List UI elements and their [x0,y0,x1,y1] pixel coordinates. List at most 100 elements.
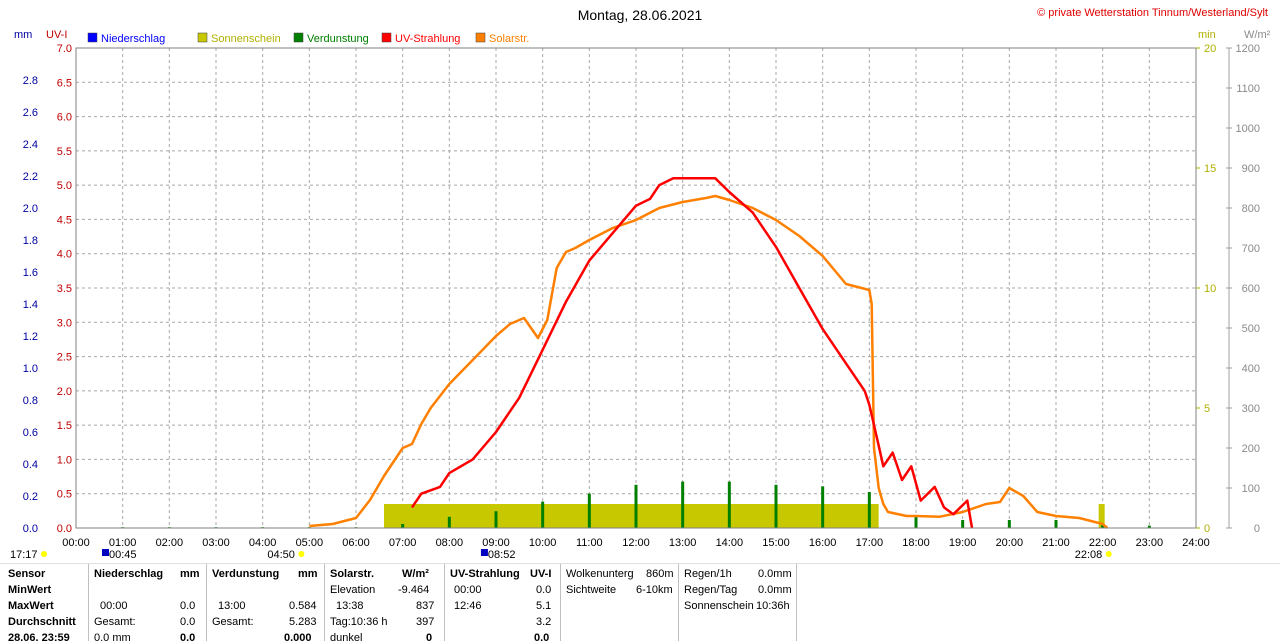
last-value: 0.0 [534,632,550,644]
evaporation-bar [961,520,965,528]
uvi-tick-label: 0.5 [57,489,72,501]
x-tick-label: 13:00 [669,537,697,549]
last-total: 0.000 [284,632,312,644]
x-tick-label: 22:00 [1089,537,1117,549]
evaporation-bar [1007,520,1011,528]
sun-marker-time: 00:45 [109,549,137,560]
sun-marker-icon [41,551,47,557]
min-tick-label: 10 [1204,283,1216,295]
uvi-tick-label: 3.5 [57,283,72,295]
x-tick-label: 05:00 [296,537,324,549]
table-divider [206,564,207,641]
min-tick-label: 15 [1204,163,1216,175]
visibility-label: Sichtweite [566,584,617,596]
moon-marker-icon [102,549,109,556]
wm2-tick-label: 400 [1242,363,1260,375]
wm2-tick-label: 800 [1242,203,1260,215]
sunshine-bar [1098,504,1105,528]
rain-hour-value: 0.0mm [758,568,792,580]
legend-swatch [293,32,304,43]
wm2-tick-label: 100 [1242,483,1260,495]
x-tick-label: 17:00 [856,537,884,549]
uvi-tick-label: 3.0 [57,317,72,329]
legend-label: Sonnenschein [211,33,281,45]
legend-swatch [87,32,98,43]
mm-unit-label: mm [14,29,32,41]
uvi-unit-label: UV-I [46,29,67,41]
x-tick-label: 03:00 [202,537,230,549]
wm2-tick-label: 200 [1242,443,1260,455]
day-value: 397 [416,616,435,628]
legend-label: UV-Strahlung [395,33,460,45]
x-tick-label: 02:00 [156,537,184,549]
row-labels: Sensor MinWert MaxWert Durchschnitt 28.0… [8,564,88,644]
uvi-tick-label: 7.0 [57,43,72,55]
last-value: 0.0 mm [94,632,131,644]
evaporation-bar [541,501,545,528]
sun-markers: 17:17 00:45 04:50 08:52 22:08 [10,549,1112,560]
credit-text: © private Wetterstation Tinnum/Westerlan… [1037,7,1268,19]
mm-tick-label: 1.2 [23,331,38,343]
col-unit: UV-I [530,568,552,580]
footer-time: 28.06. 23:59 [8,632,70,644]
x-tick-label: 08:00 [436,537,464,549]
mm-tick-label: 0.2 [23,491,38,503]
x-tick-label: 14:00 [716,537,744,549]
table-divider [678,564,679,641]
weather-chart: 0.0 0.2 0.4 0.6 0.8 1.0 1.2 1.4 1.6 1.8 2.0 2.2 2.4 2… [10,7,1271,560]
visibility-value: 6-10km [636,584,673,596]
wm2-axis: 0 100 200 300 400 500 600 700 800 900 1000 1100 1200 [1226,43,1260,535]
wm2-tick-label: 500 [1242,323,1260,335]
niederschlag-column: Niederschlag mm 00:00 0.0 Gesamt: 0.0 0.… [94,564,202,644]
time-axis: 00:00 01:00 02:00 03:00 04:00 05:00 06:00 07:00… [62,537,1210,549]
evaporation-bars [121,481,1151,528]
mm-axis: 0.0 0.2 0.4 0.6 0.8 1.0 1.2 1.4 1.6 1.8 2.0 2.2 2.4 2… [23,75,38,535]
max-value: 0.584 [289,600,317,612]
table-top-divider [0,563,1280,564]
min-tick-label: 20 [1204,43,1216,55]
dark-value: 0 [426,632,433,644]
wm2-tick-label: 600 [1242,283,1260,295]
uvi-tick-label: 2.0 [57,386,72,398]
min-tick-label: 0 [1204,523,1210,535]
avg-value: 3.2 [536,616,552,628]
evaporation-bar [634,484,638,528]
evaporation-bar [1101,524,1105,528]
sunshine-label: Sonnenschein [684,600,754,612]
cloud-column: Wolkenunterg 860m Sichtweite 6-10km [566,564,676,641]
mm-tick-label: 2.6 [23,107,38,119]
uv-column: UV-Strahlung UV-I 00:00 0.0 12:46 5.1 3.… [450,564,558,644]
x-tick-label: 19:00 [949,537,977,549]
uvi-tick-label: 6.5 [57,77,72,89]
x-tick-label: 01:00 [109,537,137,549]
min-value: 0.0 [536,584,552,596]
regen-column: Regen/1h 0.0mm Regen/Tag 0.0mm Sonnensch… [684,564,794,641]
x-tick-label: 23:00 [1136,537,1164,549]
total-value: 5.283 [289,616,317,628]
evaporation-bar [867,492,871,528]
col-header: Niederschlag [94,568,164,580]
table-divider [444,564,445,641]
table-divider [796,564,797,641]
wm2-tick-label: 900 [1242,163,1260,175]
x-tick-label: 24:00 [1182,537,1210,549]
elevation-value: -9.464 [398,584,430,596]
legend-label: Niederschlag [101,33,165,45]
rain-day-value: 0.0mm [758,584,792,596]
max-value: 0.0 [180,600,196,612]
sun-marker-time: 22:08 [1075,549,1103,560]
x-tick-label: 07:00 [389,537,417,549]
wm2-unit-label: W/m² [1244,29,1271,41]
min-time: 00:00 [454,584,482,596]
wm2-tick-label: 300 [1242,403,1260,415]
col-header: Verdunstung [212,568,280,580]
wm2-tick-label: 1200 [1236,43,1260,55]
chart-title: Montag, 28.06.2021 [578,7,703,23]
mm-tick-label: 2.8 [23,75,38,87]
mm-tick-label: 1.6 [23,267,38,279]
mm-tick-label: 1.0 [23,363,38,375]
col-header: UV-Strahlung [450,568,520,580]
x-tick-label: 09:00 [482,537,510,549]
x-tick-label: 11:00 [576,537,603,549]
col-unit: mm [298,568,318,580]
